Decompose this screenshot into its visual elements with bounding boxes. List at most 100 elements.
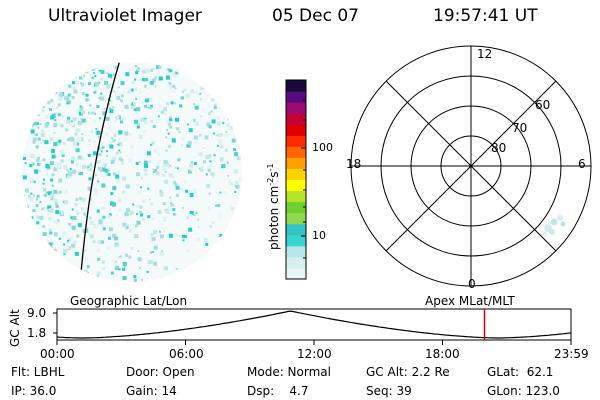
speckle <box>189 214 193 218</box>
speckle <box>187 123 190 126</box>
speckle <box>148 198 151 201</box>
polar-diagonal-2 <box>385 80 557 252</box>
speckle <box>30 179 35 184</box>
speckle <box>233 62 238 67</box>
speckle <box>206 88 209 91</box>
speckle <box>98 81 101 84</box>
color-scale-segment <box>286 168 306 180</box>
speckle <box>43 251 48 256</box>
speckle <box>205 154 210 159</box>
speckle <box>70 216 74 220</box>
speckle <box>217 204 221 207</box>
speckle <box>85 273 89 277</box>
speckle <box>89 163 92 166</box>
speckle <box>108 234 111 237</box>
speckle <box>86 265 90 269</box>
speckle <box>112 275 115 278</box>
speckle <box>32 230 36 233</box>
speckle <box>204 135 209 140</box>
speckle <box>145 97 148 100</box>
speckle <box>159 189 163 193</box>
speckle <box>51 261 54 264</box>
speckle <box>227 88 231 92</box>
speckle <box>65 128 69 132</box>
speckle <box>125 184 130 189</box>
speckle <box>145 78 149 81</box>
speckle <box>120 81 125 86</box>
speckle <box>194 90 198 94</box>
speckle <box>80 274 84 278</box>
speckle <box>136 172 141 177</box>
speckle <box>129 133 132 136</box>
speckle <box>55 210 60 214</box>
speckle <box>70 120 73 123</box>
speckle <box>37 137 41 141</box>
speckle <box>143 167 148 172</box>
speckle <box>157 153 161 157</box>
speckle <box>73 240 77 244</box>
speckle <box>210 172 215 177</box>
speckle <box>52 248 57 253</box>
speckle <box>189 193 194 197</box>
speckle <box>51 271 55 275</box>
speckle <box>81 277 86 282</box>
speckle <box>228 67 231 71</box>
speckle <box>125 208 130 213</box>
speckle <box>25 83 27 86</box>
speckle <box>167 166 170 169</box>
speckle <box>206 250 210 255</box>
speckle <box>211 70 214 73</box>
speckle <box>211 98 215 102</box>
speckle <box>152 67 155 70</box>
speckle <box>110 72 112 75</box>
speckle <box>133 275 137 279</box>
speckle <box>238 177 242 181</box>
speckle <box>66 239 69 242</box>
speckle <box>84 228 89 233</box>
speckle <box>102 88 105 91</box>
color-scale-segment <box>286 113 306 125</box>
speckle <box>183 235 187 239</box>
status-glon: GLon: 123.0 <box>487 384 560 398</box>
speckle <box>240 115 242 120</box>
speckle <box>24 129 27 132</box>
color-scale-segment <box>286 91 306 103</box>
speckle <box>57 113 61 117</box>
speckle <box>60 211 64 215</box>
speckle <box>161 250 163 253</box>
speckle <box>122 276 127 281</box>
speckle <box>23 229 27 233</box>
speckle <box>215 282 218 285</box>
speckle <box>60 159 64 163</box>
speckle <box>193 156 196 159</box>
speckle <box>73 141 77 146</box>
speckle <box>105 84 110 88</box>
speckle <box>83 269 88 274</box>
speckle <box>225 131 228 133</box>
speckle <box>138 78 141 81</box>
speckle <box>51 154 56 159</box>
speckle <box>88 82 92 86</box>
speckle <box>42 139 45 142</box>
speckle <box>167 207 169 210</box>
speckle <box>86 166 91 171</box>
speckle <box>169 118 173 122</box>
speckle <box>96 271 101 276</box>
speckle <box>160 110 164 114</box>
speckle <box>236 156 241 161</box>
speckle <box>120 120 124 124</box>
speckle <box>93 188 98 193</box>
speckle <box>30 124 34 128</box>
speckle <box>51 173 55 177</box>
speckle <box>190 89 195 94</box>
speckle <box>122 261 127 266</box>
speckle <box>194 142 197 145</box>
speckle <box>58 237 61 240</box>
speckle <box>159 192 164 197</box>
x-tick-2359: 23:59 <box>554 347 589 361</box>
speckle <box>106 72 109 75</box>
speckle <box>29 164 33 168</box>
speckle <box>63 200 68 205</box>
speckle <box>39 162 42 165</box>
